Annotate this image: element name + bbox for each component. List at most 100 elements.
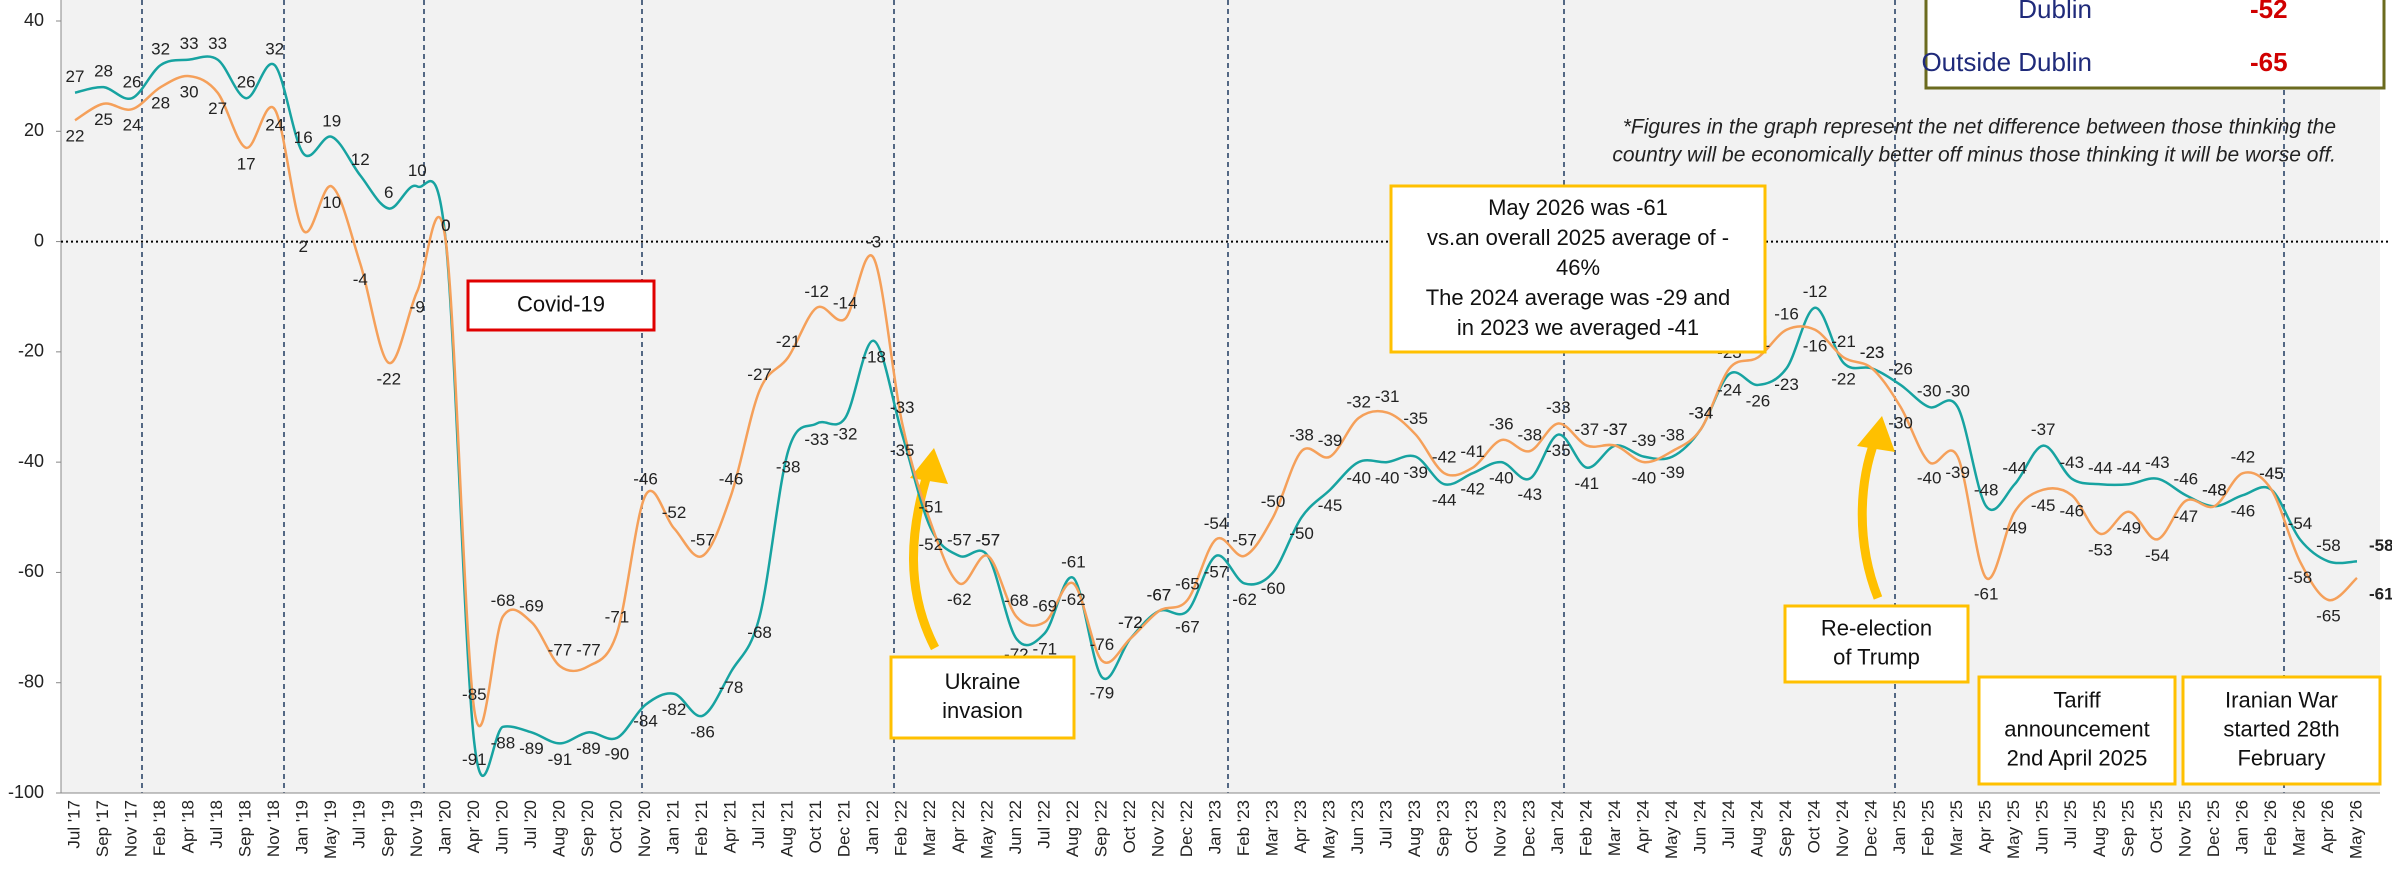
x-tick-label: Nov '17 bbox=[122, 800, 141, 857]
x-tick-label: Jul '24 bbox=[1719, 800, 1738, 849]
data-label: -27 bbox=[747, 365, 772, 384]
data-label: -37 bbox=[2031, 420, 2056, 439]
data-label: -46 bbox=[2059, 502, 2084, 521]
data-label: -38 bbox=[1289, 426, 1314, 445]
data-label: -52 bbox=[918, 535, 943, 554]
x-tick-label: Jul '25 bbox=[2061, 800, 2080, 849]
x-tick-label: Jan '25 bbox=[1890, 800, 1909, 854]
x-tick-label: Aug '21 bbox=[778, 800, 797, 857]
data-label: -48 bbox=[2202, 481, 2227, 500]
data-label: 12 bbox=[351, 150, 370, 169]
data-label: -24 bbox=[1717, 380, 1742, 399]
data-label: -38 bbox=[1660, 426, 1685, 445]
data-label: -57 bbox=[976, 530, 1001, 549]
data-label: -39 bbox=[1945, 463, 1970, 482]
data-label: -61 bbox=[1974, 584, 1999, 603]
data-label: 2 bbox=[298, 237, 307, 256]
data-label: -68 bbox=[491, 591, 516, 610]
data-label: -57 bbox=[690, 530, 715, 549]
x-tick-label: Nov '20 bbox=[635, 800, 654, 857]
data-label: -68 bbox=[747, 623, 772, 642]
x-tick-label: Apr '25 bbox=[1976, 800, 1995, 853]
data-label: -49 bbox=[2117, 518, 2142, 537]
x-tick-label: Jul '22 bbox=[1034, 800, 1053, 849]
y-tick-label: 20 bbox=[24, 120, 44, 140]
annotation-text: The 2024 average was -29 and bbox=[1426, 285, 1731, 310]
data-label: -57 bbox=[976, 530, 1001, 549]
data-label: -82 bbox=[662, 700, 687, 719]
x-tick-label: Apr '24 bbox=[1633, 800, 1652, 853]
data-label: -57 bbox=[947, 530, 972, 549]
annotation-text: 2nd April 2025 bbox=[2007, 745, 2148, 770]
x-tick-label: Jul '19 bbox=[350, 800, 369, 849]
data-label: -30 bbox=[1888, 413, 1913, 432]
x-tick-label: Jul '23 bbox=[1377, 800, 1396, 849]
data-label: -34 bbox=[1689, 404, 1714, 423]
data-label: -38 bbox=[1517, 426, 1542, 445]
x-tick-label: Oct '20 bbox=[606, 800, 625, 853]
data-label: -18 bbox=[861, 347, 886, 366]
x-tick-label: Apr '20 bbox=[464, 800, 483, 853]
data-label: -44 bbox=[2117, 459, 2142, 478]
data-label: 26 bbox=[123, 73, 142, 92]
x-tick-label: Mar '22 bbox=[920, 800, 939, 856]
annotation-text: Tariff bbox=[2053, 687, 2101, 712]
data-label: -62 bbox=[1061, 590, 1086, 609]
x-tick-label: Sep '20 bbox=[578, 800, 597, 857]
data-label: 17 bbox=[237, 154, 256, 173]
x-tick-label: Sep '23 bbox=[1434, 800, 1453, 857]
y-tick-label: -60 bbox=[18, 561, 44, 581]
data-label: 22 bbox=[66, 127, 85, 146]
x-tick-label: Dec '24 bbox=[1862, 800, 1881, 857]
data-label: 19 bbox=[322, 111, 341, 130]
data-label: -26 bbox=[1746, 391, 1771, 410]
annotation-box bbox=[1389, 184, 1767, 354]
data-label: -35 bbox=[1403, 409, 1428, 428]
y-tick-label: 40 bbox=[24, 10, 44, 30]
annotation-text: started 28th bbox=[2223, 716, 2339, 741]
data-label: -69 bbox=[519, 597, 544, 616]
data-label: -12 bbox=[1803, 282, 1828, 301]
data-label: -36 bbox=[1489, 415, 1514, 434]
data-label: -60 bbox=[1261, 579, 1286, 598]
footnote: country will be economically better off … bbox=[1612, 144, 2336, 167]
x-tick-label: Jul '17 bbox=[64, 800, 83, 849]
data-label: 33 bbox=[208, 34, 227, 53]
data-label: -33 bbox=[890, 398, 915, 417]
data-label: -39 bbox=[1403, 463, 1428, 482]
summary-box bbox=[1924, 0, 2386, 90]
x-tick-label: May '26 bbox=[2346, 800, 2365, 859]
data-label: -84 bbox=[633, 711, 658, 730]
x-tick-label: Sep '18 bbox=[236, 800, 255, 857]
data-label: -46 bbox=[719, 470, 744, 489]
data-label: -69 bbox=[1033, 597, 1058, 616]
annotation-text: vs.an overall 2025 average of - bbox=[1427, 225, 1729, 250]
data-label: -37 bbox=[1575, 420, 1600, 439]
data-label: -89 bbox=[519, 739, 544, 758]
data-label: -61 bbox=[2369, 584, 2392, 603]
x-tick-label: Jun '20 bbox=[492, 800, 511, 854]
x-tick-label: Jun '22 bbox=[1006, 800, 1025, 854]
data-label: -54 bbox=[2145, 546, 2170, 565]
x-tick-label: Feb '21 bbox=[692, 800, 711, 856]
x-tick-label: Jan '21 bbox=[664, 800, 683, 854]
x-tick-label: Apr '22 bbox=[949, 800, 968, 853]
data-label: -34 bbox=[1689, 404, 1714, 423]
data-label: -53 bbox=[2088, 540, 2113, 559]
data-label: -31 bbox=[1375, 387, 1400, 406]
x-tick-label: Nov '18 bbox=[264, 800, 283, 857]
data-label: -43 bbox=[2059, 453, 2084, 472]
data-label: -9 bbox=[410, 298, 425, 317]
x-tick-label: Sep '19 bbox=[378, 800, 397, 857]
data-label: -72 bbox=[1118, 613, 1143, 632]
annotation-text: Covid-19 bbox=[517, 291, 605, 316]
data-label: -48 bbox=[2202, 481, 2227, 500]
data-label: -58 bbox=[2316, 536, 2341, 555]
data-label: -45 bbox=[2031, 496, 2056, 515]
x-tick-label: Jan '20 bbox=[435, 800, 454, 854]
data-label: -3 bbox=[866, 233, 881, 252]
data-label: -65 bbox=[2316, 606, 2341, 625]
data-label: -54 bbox=[2288, 514, 2313, 533]
